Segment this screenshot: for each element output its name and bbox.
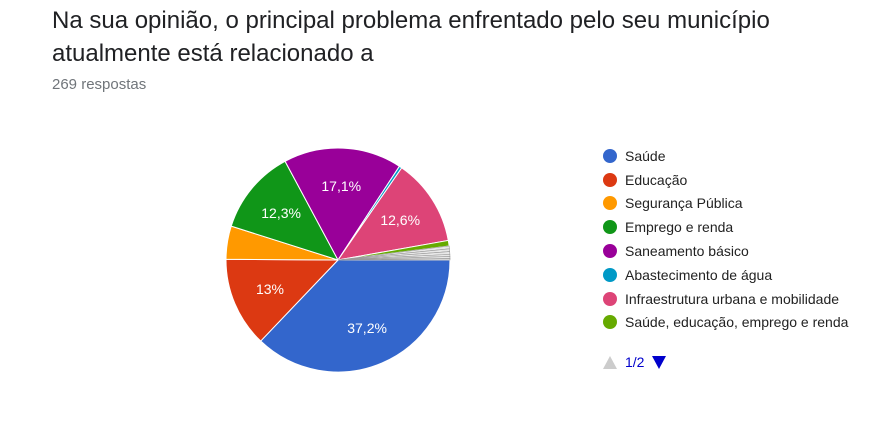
legend-item[interactable]: Educação <box>603 168 848 192</box>
pie-slice-7[interactable] <box>336 167 449 261</box>
legend-item[interactable]: Abastecimento de água <box>603 263 848 287</box>
legend-item[interactable]: Infraestrutura urbana e mobilidade <box>603 287 848 311</box>
response-count: 269 respostas <box>52 76 147 93</box>
pie-slice-2[interactable] <box>225 258 340 342</box>
legend-label: Abastecimento de água <box>625 266 773 283</box>
legend-item[interactable]: Saúde <box>603 144 848 168</box>
legend-swatch <box>603 315 617 330</box>
slice-label-4: 12,3% <box>261 205 301 221</box>
pie-slice-4[interactable] <box>230 160 340 261</box>
legend-label: Emprego e renda <box>625 219 734 236</box>
slice-label-1: 37,2% <box>347 320 387 336</box>
triangle-up-icon[interactable] <box>603 355 617 369</box>
slice-label-5: 17,1% <box>321 178 361 194</box>
legend-item[interactable]: Segurança Pública <box>603 192 848 216</box>
pie-slice-1[interactable] <box>259 259 451 373</box>
legend-swatch <box>603 148 617 163</box>
chart-legend: Saúde Educação Segurança Pública Emprego e … <box>603 144 848 334</box>
chart-title: Na sua opinião, o principal problema enf… <box>52 7 770 67</box>
legend-swatch <box>603 196 617 211</box>
legend-label: Saneamento básico <box>625 243 749 260</box>
legend-page-indicator: 1/2 <box>625 354 645 370</box>
slice-label-7: 12,6% <box>380 212 420 228</box>
pie-slice-5[interactable] <box>284 147 401 261</box>
legend-label: Educação <box>625 171 688 188</box>
legend-label: Saúde, educação, emprego e renda <box>625 314 849 331</box>
slice-label-2: 13% <box>256 281 284 297</box>
legend-pager: 1/2 <box>603 354 667 370</box>
legend-item[interactable]: Saúde, educação, emprego e renda <box>603 311 848 335</box>
pie-chart: 37,2% 13% 12,3% 17,1% 12,6% <box>225 147 451 373</box>
legend-swatch <box>603 172 617 187</box>
legend-swatch <box>603 220 617 235</box>
pie-slice-minor[interactable] <box>337 258 451 261</box>
legend-item[interactable]: Emprego e renda <box>603 215 848 239</box>
legend-label: Segurança Pública <box>625 195 743 212</box>
legend-swatch <box>603 267 617 282</box>
triangle-down-icon[interactable] <box>652 355 667 369</box>
legend-label: Saúde <box>625 147 666 164</box>
legend-item[interactable]: Saneamento básico <box>603 239 848 263</box>
legend-swatch <box>603 291 617 306</box>
legend-swatch <box>603 244 617 259</box>
legend-label: Infraestrutura urbana e mobilidade <box>625 290 840 307</box>
